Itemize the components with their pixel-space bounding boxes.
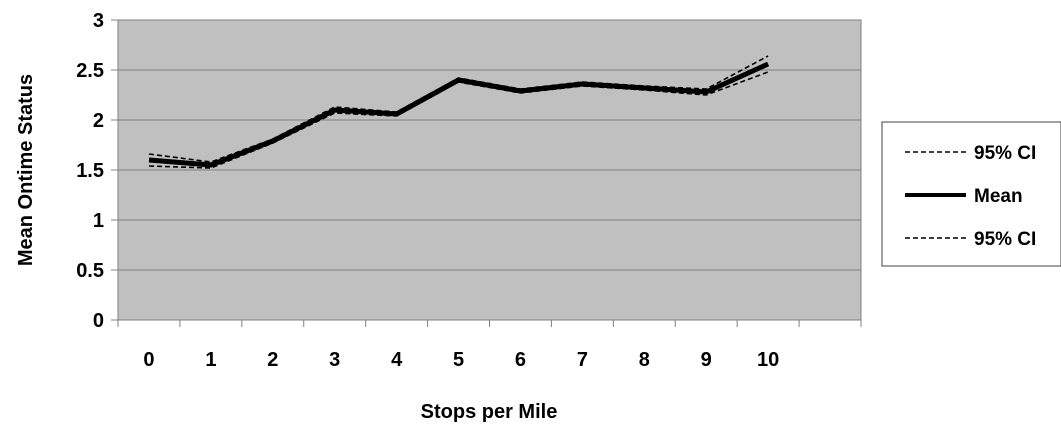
- y-tick-label: 3: [93, 10, 104, 32]
- y-tick-label: 2: [93, 110, 104, 132]
- x-axis-title: Stops per Mile: [421, 401, 558, 423]
- x-tick-label: 6: [515, 349, 526, 371]
- series-lines: [148, 55, 770, 169]
- y-tick-labels: 0 0.5 1 1.5 2 2.5 3: [76, 10, 104, 332]
- axes: [111, 19, 862, 327]
- x-tick-label: 5: [453, 349, 464, 371]
- series-line-ci-upper: [148, 55, 769, 163]
- y-tick-label: 0.5: [76, 260, 104, 282]
- legend-label-ci-upper: 95% CI: [974, 143, 1036, 164]
- x-tick-label: 10: [757, 349, 779, 371]
- y-tick-label: 2.5: [76, 60, 104, 82]
- legend-label-mean: Mean: [974, 186, 1023, 207]
- x-tick-label: 3: [329, 349, 340, 371]
- series-line-mean: [148, 61, 770, 168]
- y-tick-label: 1.5: [76, 160, 104, 182]
- x-tick-label: 8: [639, 349, 650, 371]
- x-tick-label: 4: [391, 349, 403, 371]
- y-axis-title: Mean Ontime Status: [15, 74, 37, 266]
- legend: 95% CI Mean 95% CI: [881, 121, 1061, 267]
- legend-label-ci-lower: 95% CI: [974, 229, 1036, 250]
- x-tick-labels: 0 1 2 3 4 5 6 7 8 9 10: [143, 349, 779, 371]
- x-tick-label: 9: [701, 349, 712, 371]
- y-tick-label: 1: [93, 210, 104, 232]
- y-tick-label: 0: [93, 310, 104, 332]
- gridlines: [118, 69, 861, 271]
- x-tick-label: 7: [577, 349, 588, 371]
- series-line-ci-lower: [148, 71, 769, 169]
- x-tick-label: 1: [205, 349, 216, 371]
- x-tick-label: 2: [267, 349, 278, 371]
- x-tick-label: 0: [143, 349, 154, 371]
